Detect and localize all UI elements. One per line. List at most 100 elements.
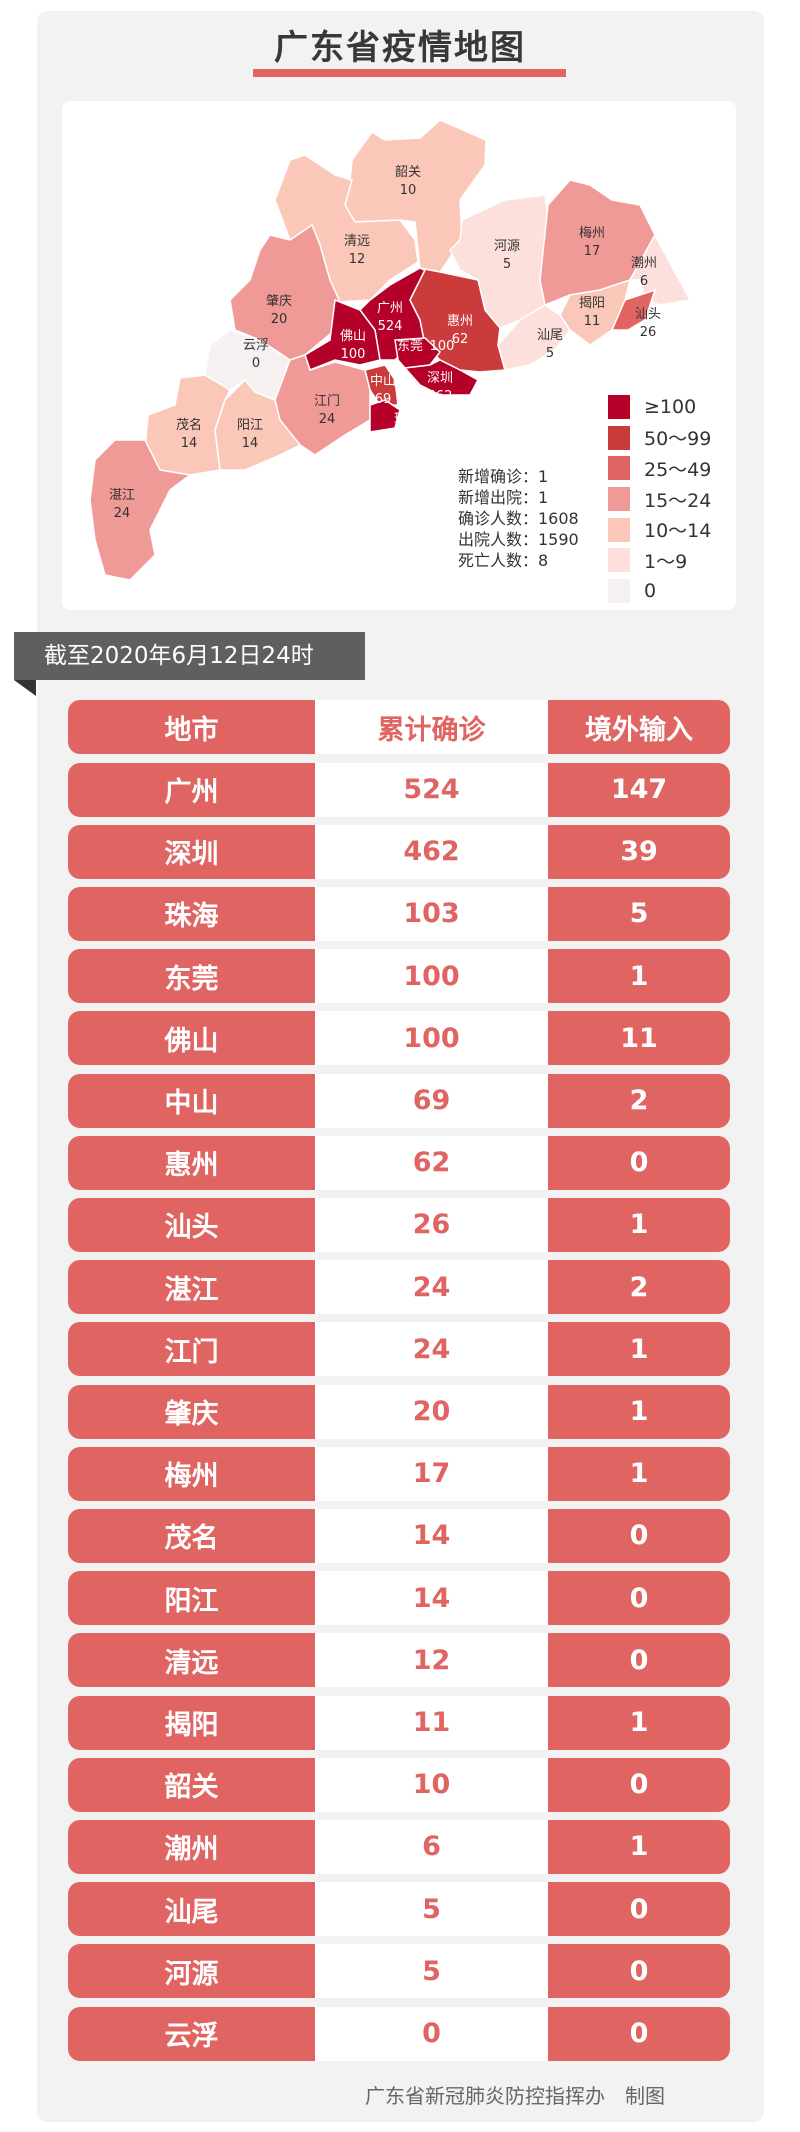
cell-confirmed: 100: [315, 949, 548, 1004]
cell-confirmed: 69: [315, 1073, 548, 1128]
legend-item: ≥100: [608, 392, 711, 423]
legend-swatch: [608, 548, 630, 573]
legend-label: 10～14: [644, 520, 712, 543]
cell-confirmed: 62: [315, 1135, 548, 1190]
cell-confirmed: 100: [315, 1011, 548, 1066]
table-row: 清远 12 0: [68, 1633, 730, 1688]
map-region: [610, 288, 657, 331]
map-label-value: 6: [640, 274, 648, 289]
cell-confirmed: 24: [315, 1322, 548, 1377]
cell-city: 深圳: [68, 824, 315, 879]
cell-imported: 0: [548, 1508, 730, 1563]
map-label-name: 韶关: [395, 164, 421, 180]
map-label-name: 汕尾: [537, 328, 563, 343]
map-label-name: 肇庆: [266, 294, 292, 309]
cell-imported: 2: [548, 1260, 730, 1315]
cell-imported: 0: [548, 1633, 730, 1688]
table-row: 河源 5 0: [68, 1944, 730, 1999]
cell-confirmed: 11: [315, 1695, 548, 1750]
header-city: 地市: [68, 700, 315, 754]
cell-city: 韶关: [68, 1757, 315, 1812]
table-row: 惠州 62 0: [68, 1135, 730, 1190]
map-label-value: 10: [400, 183, 417, 198]
footer-credit: 广东省新冠肺炎防控指挥办 制图: [365, 2084, 665, 2108]
table-row: 珠海 103 5: [68, 886, 730, 941]
legend-label: 15～24: [644, 489, 712, 512]
cell-imported: 5: [548, 886, 730, 941]
map-region: [144, 374, 231, 476]
map-label-name: 清远: [344, 234, 370, 249]
stat-confirmed: 确诊人数：1608: [458, 509, 579, 528]
cell-confirmed: 0: [315, 2006, 548, 2061]
map-label-value: 62: [452, 332, 469, 347]
map-label-name: 中山: [370, 374, 396, 389]
table-row: 韶关 10 0: [68, 1757, 730, 1812]
stat-new-discharged: 新增出院：1: [458, 488, 549, 507]
map-label-name: 潮州: [631, 256, 657, 271]
legend-item: 15～24: [608, 484, 711, 515]
table-row: 江门 24 1: [68, 1322, 730, 1377]
cell-imported: 0: [548, 1135, 730, 1190]
cell-imported: 0: [548, 1882, 730, 1937]
cell-city: 肇庆: [68, 1384, 315, 1439]
cell-city: 潮州: [68, 1819, 315, 1874]
map-label-name: 江门: [314, 394, 340, 409]
table-row: 深圳 462 39: [68, 824, 730, 879]
table-row: 揭阳 11 1: [68, 1695, 730, 1750]
cell-confirmed: 14: [315, 1571, 548, 1626]
legend-item: 0: [608, 576, 711, 607]
cell-city: 梅州: [68, 1446, 315, 1501]
map-label-name: 深圳: [427, 371, 453, 386]
table-row: 佛山 100 11: [68, 1011, 730, 1066]
cell-imported: 0: [548, 1571, 730, 1626]
map-label-name: 汕头: [635, 307, 661, 322]
table-row: 湛江 24 2: [68, 1260, 730, 1315]
legend-swatch: [608, 456, 630, 481]
cell-city: 东莞: [68, 949, 315, 1004]
map-label-value: 5: [546, 346, 554, 361]
table-row: 广州 524 147: [68, 762, 730, 817]
map-label-name: 广州: [377, 301, 403, 316]
legend-item: 1～9: [608, 545, 711, 576]
cell-confirmed: 24: [315, 1260, 548, 1315]
legend-item: 25～49: [608, 453, 711, 484]
cell-confirmed: 14: [315, 1508, 548, 1563]
map-region: [449, 194, 549, 329]
map-label-value: 100: [341, 347, 366, 362]
cell-city: 湛江: [68, 1260, 315, 1315]
map-label-name: 茂名: [176, 417, 202, 433]
map-label-value: 14: [242, 436, 259, 451]
map-label-name: 珠海: [394, 412, 420, 427]
table-row: 汕头 26 1: [68, 1197, 730, 1252]
cell-imported: 147: [548, 762, 730, 817]
cell-confirmed: 17: [315, 1446, 548, 1501]
page-title: 广东省疫情地图: [274, 28, 526, 68]
table-row: 潮州 6 1: [68, 1819, 730, 1874]
cell-imported: 1: [548, 1446, 730, 1501]
legend-swatch: [608, 487, 630, 512]
map-label-name: 东莞: [397, 339, 423, 354]
cell-city: 云浮: [68, 2006, 315, 2061]
map-label-name: 梅州: [579, 226, 605, 241]
map-label-value: 5: [503, 257, 511, 272]
cell-city: 珠海: [68, 886, 315, 941]
stats-summary: 新增确诊：1 新增出院：1 确诊人数：1608 出院人数：1590 死亡人数：8: [458, 466, 579, 571]
stat-deaths: 死亡人数：8: [458, 551, 549, 570]
cell-imported: 39: [548, 824, 730, 879]
cell-confirmed: 6: [315, 1819, 548, 1874]
cell-city: 阳江: [68, 1571, 315, 1626]
cell-imported: 0: [548, 1757, 730, 1812]
table-row: 梅州 17 1: [68, 1446, 730, 1501]
table-row: 中山 69 2: [68, 1073, 730, 1128]
legend-swatch: [608, 517, 630, 542]
cell-confirmed: 10: [315, 1757, 548, 1812]
legend-label: 0: [644, 579, 657, 602]
map-region: [89, 439, 192, 581]
map-label-value: 20: [271, 312, 288, 327]
cell-imported: 1: [548, 949, 730, 1004]
legend-swatch: [608, 395, 630, 420]
map-label-value: 103: [395, 430, 420, 445]
cell-city: 江门: [68, 1322, 315, 1377]
map-region: [304, 298, 381, 371]
